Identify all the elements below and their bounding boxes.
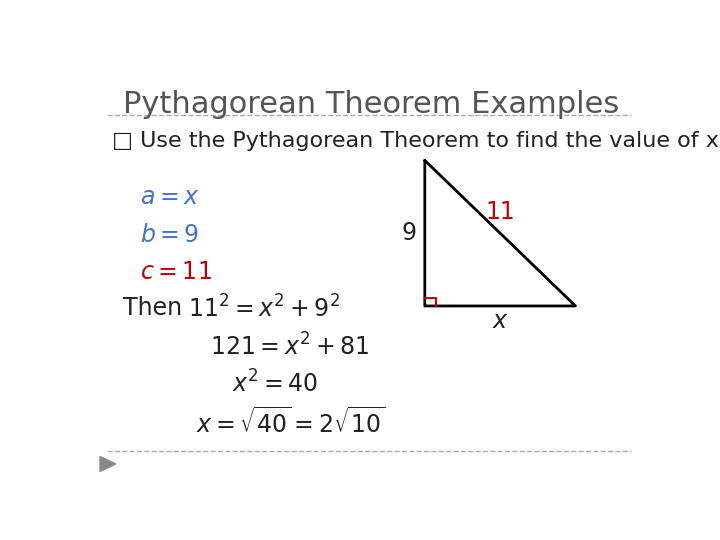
Text: $x = \sqrt{40} = 2\sqrt{10}$: $x = \sqrt{40} = 2\sqrt{10}$	[196, 408, 385, 438]
Text: 9: 9	[402, 221, 417, 245]
Text: $c = 11$: $c = 11$	[140, 260, 212, 284]
Text: □ Use the Pythagorean Theorem to find the value of x.: □ Use the Pythagorean Theorem to find th…	[112, 131, 720, 151]
Text: 11: 11	[485, 200, 515, 225]
Text: $b = 9$: $b = 9$	[140, 223, 199, 247]
Text: $x^2 = 40$: $x^2 = 40$	[233, 370, 319, 397]
Polygon shape	[100, 456, 116, 471]
Text: $121 = x^2 + 81$: $121 = x^2 + 81$	[210, 333, 369, 360]
Text: $a = x$: $a = x$	[140, 185, 200, 210]
Text: $11^2 = x^2 + 9^2$: $11^2 = x^2 + 9^2$	[188, 295, 340, 323]
Text: Pythagorean Theorem Examples: Pythagorean Theorem Examples	[124, 90, 620, 119]
Text: Then: Then	[124, 295, 183, 320]
Text: $x$: $x$	[492, 308, 508, 333]
